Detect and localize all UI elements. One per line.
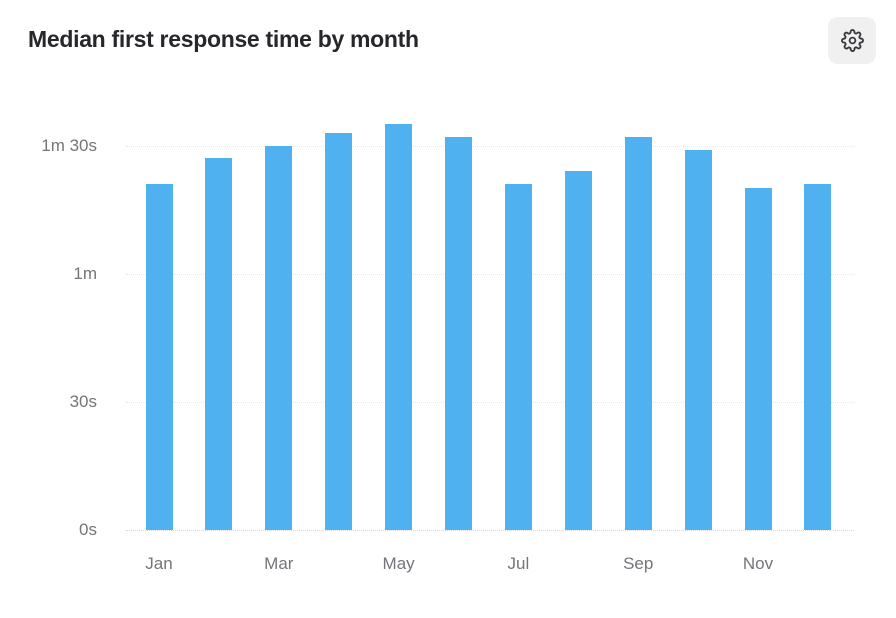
bar-feb[interactable] (205, 158, 233, 530)
gridline-1m-30s (126, 145, 854, 147)
bar-apr[interactable] (325, 132, 353, 530)
gear-icon (840, 29, 864, 52)
bar-jun[interactable] (445, 136, 472, 530)
bar-aug[interactable] (564, 171, 592, 530)
x-axis-tick-jul: Jul (507, 554, 530, 573)
x-axis-tick-may: May (382, 554, 415, 573)
x-axis-tick-nov: Nov (742, 554, 774, 573)
bar-nov[interactable] (744, 188, 772, 530)
bar-sep[interactable] (624, 136, 652, 530)
x-axis-tick-mar: Mar (264, 554, 294, 573)
y-axis-tick-1m: 1m (73, 263, 97, 283)
y-axis-tick-1m-30s: 1m 30s (41, 135, 97, 155)
gridline-30s (126, 401, 854, 403)
bar-mar[interactable] (265, 145, 293, 530)
gridline-0s (126, 530, 854, 531)
chart-title: Median first response time by month (28, 26, 419, 52)
bar-jul[interactable] (504, 183, 532, 530)
bar-oct[interactable] (684, 149, 712, 530)
bar-jan[interactable] (145, 183, 173, 530)
x-axis-tick-jan: Jan (145, 554, 173, 573)
bar-dec[interactable] (804, 183, 832, 530)
y-axis-tick-0s: 0s (79, 520, 97, 539)
x-axis-tick-sep: Sep (623, 554, 654, 573)
bar-may[interactable] (385, 124, 413, 530)
y-axis-tick-30s: 30s (69, 391, 97, 411)
gridline-1m (126, 273, 854, 275)
settings-button[interactable] (828, 17, 876, 64)
